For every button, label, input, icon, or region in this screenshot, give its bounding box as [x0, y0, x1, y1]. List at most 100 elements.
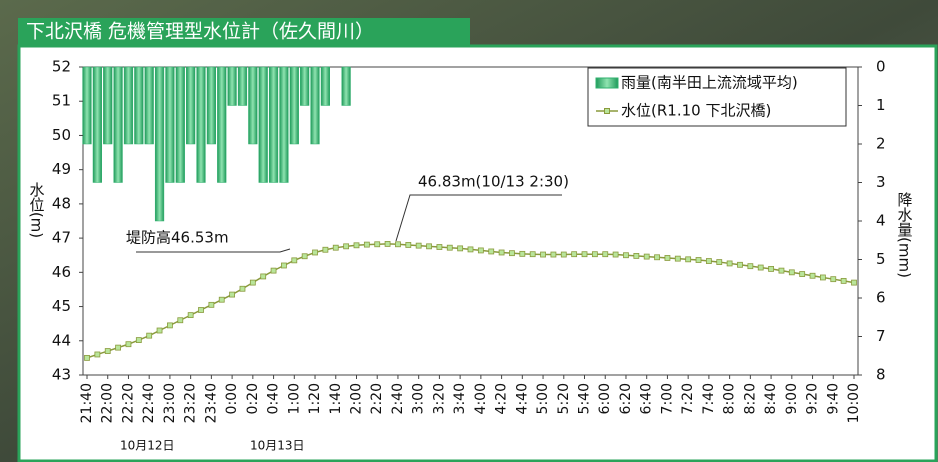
water-level-point [199, 307, 204, 312]
y-tick-label: 49 [52, 160, 71, 178]
water-level-point [737, 262, 742, 267]
y-tick-label: 44 [52, 331, 71, 349]
date-label: 10月12日 [120, 439, 175, 453]
x-tick-label: 3:40 [452, 383, 468, 414]
x-tick-label: 7:40 [701, 383, 717, 414]
water-level-point [696, 258, 701, 263]
rain-bar [228, 67, 237, 106]
legend-label: 雨量(南半田上流流域平均) [621, 74, 798, 92]
x-tick-label: 4:00 [473, 383, 489, 414]
water-level-point [572, 252, 577, 257]
water-level-point [209, 302, 214, 307]
legend-swatch [596, 78, 618, 88]
x-tick-label: 2:20 [369, 383, 385, 414]
x-tick-label: 8:00 [722, 383, 738, 414]
water-level-point [458, 246, 463, 251]
water-level-point [831, 277, 836, 282]
x-tick-label: 6:20 [618, 383, 634, 414]
water-level-point [364, 242, 369, 247]
x-tick-label: 7:00 [659, 383, 675, 414]
water-level-point [748, 264, 753, 269]
x-tick-label: 23:20 [183, 383, 199, 423]
rain-bar [321, 67, 330, 106]
water-level-point [489, 249, 494, 254]
rain-bar [311, 67, 320, 144]
water-level-point [292, 258, 297, 263]
rain-bar [83, 67, 92, 144]
x-tick-label: 3:20 [431, 383, 447, 414]
y2-tick-label: 8 [876, 366, 886, 384]
x-tick-label: 21:40 [79, 383, 95, 423]
y-tick-label: 47 [52, 229, 71, 247]
x-tick-label: 9:40 [825, 383, 841, 414]
x-tick-label: 10:00 [846, 383, 862, 423]
water-level-point [655, 255, 660, 260]
x-tick-label: 22:40 [141, 383, 157, 423]
x-tick-label: 4:40 [514, 383, 530, 414]
rain-bar [134, 67, 143, 144]
rain-bar [248, 67, 257, 144]
water-level-point [105, 349, 110, 354]
water-level-point [478, 248, 483, 253]
water-level-point [541, 252, 546, 257]
chart-title: 下北沢橋 危機管理型水位計（佐久間川） [26, 21, 374, 43]
water-level-point [302, 254, 307, 259]
water-level-point [820, 275, 825, 280]
rain-bar [207, 67, 216, 144]
water-level-point [416, 243, 421, 248]
rain-bar [103, 67, 112, 144]
water-level-point [810, 273, 815, 278]
water-level-point [509, 251, 514, 256]
rain-bar [145, 67, 154, 144]
dike-annotation: 堤防高46.53m [126, 229, 229, 247]
page: 下北沢橋 危機管理型水位計（佐久間川） 水位(m) 降水量(mm) 434445… [0, 0, 938, 462]
water-level-point [385, 241, 390, 246]
water-level-point [250, 280, 255, 285]
x-tick-label: 1:20 [307, 383, 323, 414]
y-tick-label: 48 [52, 194, 71, 212]
x-tick-label: 8:20 [742, 383, 758, 414]
water-level-point [136, 338, 141, 343]
rain-bar [197, 67, 206, 183]
rain-bar [166, 67, 175, 183]
y2-axis-label: 降水量(mm) [896, 192, 914, 278]
y-tick-label: 46 [52, 263, 71, 281]
water-level-point [665, 255, 670, 260]
x-tick-label: 5:00 [535, 383, 551, 414]
water-level-point [551, 252, 556, 257]
water-level-point [126, 342, 131, 347]
water-level-point [592, 252, 597, 257]
water-level-point [157, 328, 162, 333]
x-tick-label: 5:40 [577, 383, 593, 414]
water-level-point [167, 323, 172, 328]
water-level-point [85, 355, 90, 360]
water-level-point [789, 270, 794, 275]
rain-bar [280, 67, 289, 183]
y-tick-label: 45 [52, 297, 71, 315]
x-tick-label: 3:00 [411, 383, 427, 414]
rain-bar [93, 67, 102, 183]
peak-annotation: 46.83m(10/13 2:30) [418, 173, 569, 191]
y-tick-label: 50 [52, 126, 71, 144]
date-label: 10月13日 [250, 439, 305, 453]
rain-bar [217, 67, 226, 183]
water-level-point [178, 318, 183, 323]
legend-label: 水位(R1.10 下北沢橋) [621, 102, 771, 120]
water-level-point [769, 266, 774, 271]
rain-bar [342, 67, 351, 106]
x-tick-label: 23:00 [162, 383, 178, 423]
rain-bar [290, 67, 299, 144]
water-level-point [95, 352, 100, 357]
y2-tick-label: 2 [876, 135, 886, 153]
water-level-point [354, 243, 359, 248]
rain-bar [124, 67, 133, 144]
water-level-point [437, 245, 442, 250]
water-level-point [686, 257, 691, 262]
x-tick-label: 7:20 [680, 383, 696, 414]
water-level-point [623, 253, 628, 258]
water-level-point [271, 268, 276, 273]
water-level-point [520, 251, 525, 256]
x-tick-label: 6:00 [597, 383, 613, 414]
x-tick-label: 6:40 [639, 383, 655, 414]
water-level-point [644, 254, 649, 259]
